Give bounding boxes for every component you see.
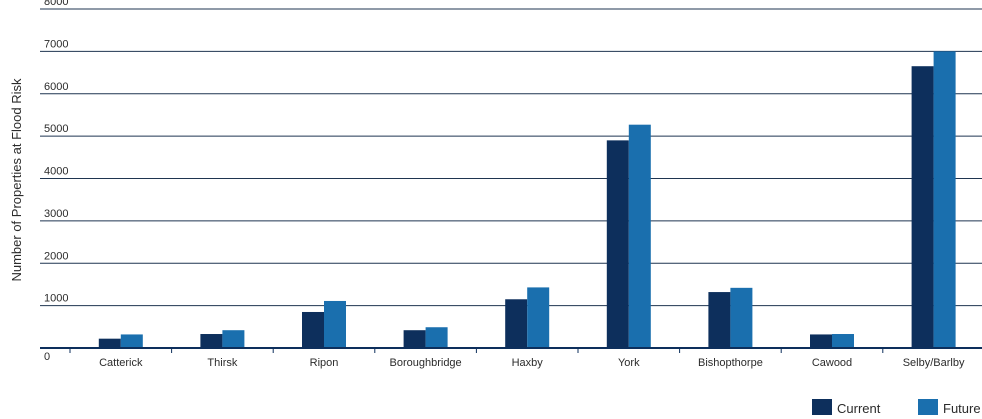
bar-future-selby-barlby (933, 51, 956, 348)
y-tick-label-5000: 5000 (44, 123, 68, 135)
bar-current-thirsk (200, 334, 223, 348)
bar-current-selby-barlby (911, 66, 934, 349)
x-tick-label-york: York (618, 357, 640, 369)
y-tick-label-7000: 7000 (44, 38, 68, 50)
bar-future-boroughbridge (425, 327, 448, 348)
bar-current-boroughbridge (403, 330, 426, 348)
y-axis-ticks: 0 1000 2000 3000 4000 5000 6000 7000 8000 (44, 0, 68, 363)
x-tick-label-haxby: Haxby (512, 357, 544, 369)
bar-future-haxby (527, 287, 550, 348)
y-tick-label-1000: 1000 (44, 293, 68, 305)
legend-swatch-current (812, 399, 832, 415)
y-tick-label-4000: 4000 (44, 166, 68, 178)
legend-label-current: Current (837, 401, 881, 416)
x-tick-label-thirsk: Thirsk (207, 357, 237, 369)
x-tick-label-selby-barlby: Selby/Barlby (903, 357, 965, 369)
y-tick-label-0: 0 (44, 351, 50, 363)
gridlines (40, 8, 982, 307)
legend-label-future: Future (943, 401, 981, 416)
x-tick-label-bishopthorpe: Bishopthorpe (698, 357, 763, 369)
bar-current-york (606, 140, 629, 348)
x-tick-label-cawood: Cawood (812, 357, 852, 369)
bar-future-cawood (832, 334, 854, 348)
bar-future-catterick (120, 334, 143, 348)
y-tick-label-3000: 3000 (44, 208, 68, 220)
bar-current-cawood (810, 334, 832, 348)
x-tick-label-ripon: Ripon (310, 357, 339, 369)
x-axis: Catterick Thirsk Ripon Boroughbridge Haxby Yo… (40, 347, 982, 369)
y-axis-label: Number of Properties at Flood Risk (9, 78, 24, 282)
bar-future-bishopthorpe (730, 287, 753, 348)
legend: Current Future (812, 399, 981, 416)
x-tick-label-boroughbridge: Boroughbridge (390, 357, 462, 369)
bar-current-haxby (505, 299, 528, 348)
bar-future-ripon (324, 300, 346, 348)
legend-swatch-future (918, 399, 938, 415)
bar-future-york (628, 124, 651, 348)
y-tick-label-6000: 6000 (44, 81, 68, 93)
x-tick-label-catterick: Catterick (99, 357, 143, 369)
bar-current-bishopthorpe (708, 292, 731, 348)
y-tick-label-8000: 8000 (44, 0, 68, 8)
bars (98, 51, 956, 349)
bar-future-thirsk (222, 330, 245, 348)
y-tick-label-2000: 2000 (44, 250, 68, 262)
bar-current-ripon (302, 311, 324, 348)
bar-current-catterick (98, 338, 121, 348)
